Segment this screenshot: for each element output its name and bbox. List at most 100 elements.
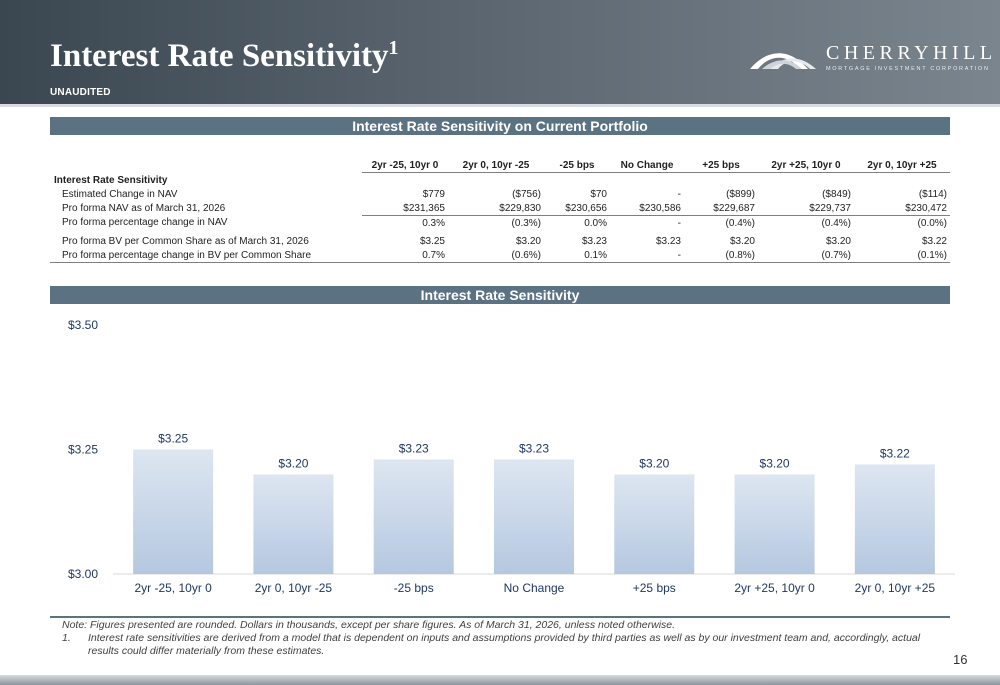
- row-label: Estimated Change in NAV: [62, 188, 178, 200]
- x-tick-label: 2yr +25, 10yr 0: [734, 581, 815, 595]
- bar: [373, 459, 454, 574]
- bar: [253, 474, 334, 574]
- chart-bars: [133, 449, 935, 574]
- notes-divider: [50, 616, 950, 618]
- table-row: Pro forma percentage change in BV per Co…: [50, 248, 950, 263]
- page-number: 16: [953, 652, 968, 667]
- row-label: Pro forma percentage change in NAV: [62, 217, 228, 229]
- bar: [734, 474, 815, 574]
- column-header: 2yr 0, 10yr +25: [854, 158, 950, 173]
- bar-value-label: $3.20: [760, 456, 790, 470]
- table-header-row: 2yr -25, 10yr 0 2yr 0, 10yr -25 -25 bps …: [50, 158, 950, 173]
- bar: [133, 449, 214, 574]
- bar-value-label: $3.23: [519, 441, 549, 455]
- table-cell: 0.1%: [544, 248, 610, 263]
- table-header-blank: [50, 158, 362, 173]
- column-header: 2yr +25, 10yr 0: [758, 158, 854, 173]
- x-tick-label: No Change: [504, 581, 565, 595]
- row-label: Pro forma percentage change in BV per Co…: [50, 248, 362, 263]
- table-cell: ($114): [918, 188, 947, 200]
- column-header: +25 bps: [684, 158, 758, 173]
- company-logo: CHERRYHILL MORTGAGE INVESTMENT CORPORATI…: [748, 42, 993, 72]
- footnote: 1. Interest rate sensitivities are deriv…: [62, 632, 922, 658]
- x-tick-label: 2yr 0, 10yr +25: [855, 581, 936, 595]
- column-header: -25 bps: [544, 158, 610, 173]
- table-cell: (0.8%): [684, 248, 758, 263]
- table-cell: (0.6%): [448, 248, 544, 263]
- table-group-row: Interest Rate Sensitivity: [50, 173, 950, 188]
- sensitivity-table: 2yr -25, 10yr 0 2yr 0, 10yr -25 -25 bps …: [50, 158, 950, 263]
- y-tick-label: $3.25: [68, 443, 98, 457]
- bar-value-label: $3.20: [639, 456, 669, 470]
- x-tick-label: +25 bps: [633, 581, 676, 595]
- table-cell: $229,830: [448, 201, 544, 216]
- table-cell: (0.7%): [758, 248, 854, 263]
- table-row: Estimated Change in NAV $779 ($756) $70 …: [50, 187, 950, 201]
- row-label: Pro forma NAV as of March 31, 2026: [62, 202, 226, 214]
- table-cell: ($849): [822, 188, 851, 200]
- logo-mountain-icon: [750, 53, 816, 69]
- row-label: Pro forma BV per Common Share as of Marc…: [62, 235, 309, 247]
- table-group-label: Interest Rate Sensitivity: [54, 174, 168, 186]
- table-cell: -: [677, 188, 681, 200]
- table-cell: $230,656: [544, 201, 610, 216]
- table-cell: $70: [590, 188, 607, 200]
- table-row: Pro forma percentage change in NAV 0.3% …: [50, 216, 950, 231]
- note-text: Note: Figures presented are rounded. Dol…: [62, 619, 676, 631]
- table-cell: $3.20: [729, 235, 755, 247]
- notes-block: Note: Figures presented are rounded. Dol…: [62, 619, 922, 658]
- table-row: Pro forma BV per Common Share as of Marc…: [50, 234, 950, 248]
- table-cell: 0.7%: [362, 248, 448, 263]
- y-tick-label: $3.50: [68, 318, 98, 332]
- footnote-number: 1.: [62, 632, 71, 644]
- bar-value-label: $3.25: [158, 432, 188, 446]
- table-cell: ($899): [726, 188, 755, 200]
- bar: [494, 459, 574, 574]
- page-title: Interest Rate Sensitivity1: [50, 38, 399, 75]
- table-cell: 0.3%: [422, 217, 445, 229]
- chart-section-title: Interest Rate Sensitivity: [50, 286, 950, 304]
- bar-value-label: $3.23: [399, 441, 429, 455]
- table-row: Pro forma NAV as of March 31, 2026 $231,…: [50, 201, 950, 216]
- bar-chart: $3.00 $3.25 $3.50 $3.25 2yr -25, 10yr 0 $3.2…: [68, 318, 955, 596]
- table-cell: (0.4%): [725, 217, 755, 229]
- bar: [614, 474, 695, 574]
- table-cell: (0.0%): [917, 217, 947, 229]
- logo-wordmark: CHERRYHILL: [826, 42, 997, 64]
- header-divider: [0, 104, 1000, 107]
- table-cell: (0.4%): [821, 217, 851, 229]
- x-tick-label: 2yr -25, 10yr 0: [134, 581, 212, 595]
- table-cell: $229,737: [758, 201, 854, 216]
- table-cell: $779: [422, 188, 445, 200]
- table-cell: $3.23: [581, 235, 607, 247]
- x-tick-label: -25 bps: [394, 581, 434, 595]
- column-header: 2yr 0, 10yr -25: [448, 158, 544, 173]
- footnote-text: Interest rate sensitivities are derived …: [88, 632, 921, 657]
- header-bar: Interest Rate Sensitivity1 UNAUDITED CHE…: [0, 0, 1000, 104]
- table-cell: ($756): [512, 188, 541, 200]
- bar: [854, 464, 935, 574]
- table-cell: $231,365: [362, 201, 448, 216]
- table-cell: 0.0%: [584, 217, 607, 229]
- y-tick-label: $3.00: [68, 567, 98, 581]
- table-section-title: Interest Rate Sensitivity on Current Por…: [50, 117, 950, 135]
- table-cell: $3.20: [825, 235, 851, 247]
- table-cell: $3.20: [515, 235, 541, 247]
- page-title-text: Interest Rate Sensitivity: [50, 38, 389, 74]
- table-cell: $230,472: [854, 201, 950, 216]
- title-footnote-marker: 1: [388, 37, 399, 59]
- table-cell: $230,586: [610, 201, 684, 216]
- table-cell: (0.1%): [854, 248, 950, 263]
- column-header: No Change: [610, 158, 684, 173]
- table-cell: $3.23: [655, 235, 681, 247]
- table-cell: $229,687: [684, 201, 758, 216]
- footer-bar: [0, 675, 1000, 685]
- table-cell: -: [677, 217, 681, 229]
- bar-value-label: $3.22: [880, 446, 910, 460]
- chart-labels: $3.25 2yr -25, 10yr 0 $3.20 2yr 0, 10yr -25…: [134, 432, 935, 596]
- unaudited-label: UNAUDITED: [50, 87, 111, 98]
- logo-tagline: MORTGAGE INVESTMENT CORPORATION: [826, 66, 990, 72]
- column-header: 2yr -25, 10yr 0: [362, 158, 448, 173]
- table-cell: $3.25: [419, 235, 445, 247]
- table-cell: (0.3%): [511, 217, 541, 229]
